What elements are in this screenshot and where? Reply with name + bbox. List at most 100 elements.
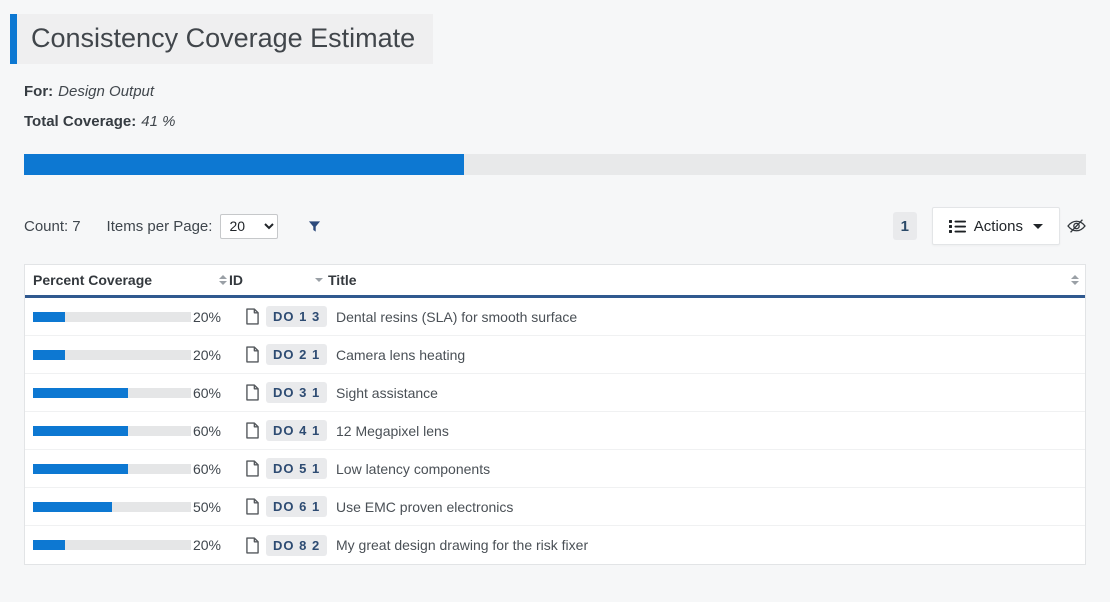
title-header-label: Title [328,272,357,288]
item-id-badge[interactable]: DO 3 1 [266,382,328,403]
table-row[interactable]: 50% DO 6 1 Use EMC proven electronics [25,488,1085,526]
document-icon [246,346,259,363]
table-row[interactable]: 20% DO 2 1 Camera lens heating [25,336,1085,374]
actions-button[interactable]: Actions [931,207,1060,245]
table-body: 20% DO 1 3 Dental resins (SLA) for smoot… [25,298,1085,564]
document-icon [246,308,259,325]
table-header-row: Percent Coverage ID Title [25,265,1085,298]
caret-down-icon [1033,223,1043,229]
id-cell: DO 4 1 [227,420,328,441]
column-header-id[interactable]: ID [227,272,323,288]
total-coverage-label: Total Coverage: [24,113,137,130]
item-title[interactable]: 12 Megapixel lens [336,422,449,439]
pagination-page-1-button[interactable]: 1 [892,212,917,240]
table-row[interactable]: 60% DO 4 1 12 Megapixel lens [25,412,1085,450]
count-group: Count: 7 [24,218,81,235]
item-id-badge[interactable]: DO 2 1 [266,344,328,365]
table-row[interactable]: 60% DO 3 1 Sight assistance [25,374,1085,412]
item-id-badge[interactable]: DO 6 1 [266,496,328,517]
column-header-title[interactable]: Title [323,272,1085,288]
table-row[interactable]: 20% DO 8 2 My great design drawing for t… [25,526,1085,564]
row-progress-fill [33,387,128,398]
toolbar: Count: 7 Items per Page: 20 1 [24,207,1086,245]
for-value: Design Output [58,83,155,100]
percent-coverage-cell: 60% [25,461,227,477]
item-id-badge[interactable]: DO 5 1 [266,458,328,479]
item-title[interactable]: Dental resins (SLA) for smooth surface [336,308,578,325]
column-header-percent-coverage[interactable]: Percent Coverage [25,272,227,288]
sort-icon-percent-coverage[interactable] [219,275,227,285]
row-percent-label: 20% [192,537,221,553]
filter-button[interactable] [308,220,321,233]
row-progressbar [33,501,191,512]
document-icon [246,422,259,439]
id-cell: DO 8 2 [227,534,328,556]
row-progress-fill [33,311,65,322]
row-progress-fill [33,501,112,512]
for-line: For: Design Output [24,83,1086,100]
total-coverage-progressbar [24,154,1086,175]
filter-icon [308,220,321,233]
row-progressbar [33,311,191,322]
table-row[interactable]: 20% DO 1 3 Dental resins (SLA) for smoot… [25,298,1085,336]
document-icon [246,460,259,477]
toolbar-right: 1 Actions [892,207,1086,245]
for-label: For: [24,83,54,100]
row-percent-label: 20% [192,308,221,325]
percent-coverage-cell: 20% [25,309,227,325]
total-coverage-progress-fill [24,154,464,175]
sort-icon-id[interactable] [315,278,323,282]
row-progress-fill [33,463,128,474]
item-title[interactable]: Camera lens heating [336,346,466,363]
eye-slash-icon [1067,218,1086,234]
item-title[interactable]: My great design drawing for the risk fix… [336,537,589,553]
row-percent-label: 60% [192,384,221,401]
row-percent-label: 50% [192,498,221,515]
items-per-page-select[interactable]: 20 [220,213,279,239]
title-accent-bar [10,14,17,64]
list-icon [948,219,966,234]
row-percent-label: 60% [192,422,221,439]
row-progressbar [33,540,191,550]
total-coverage-line: Total Coverage: 41 % [24,113,1086,130]
table-row[interactable]: 60% DO 5 1 Low latency components [25,450,1085,488]
document-icon [246,384,259,401]
percent-coverage-header-label: Percent Coverage [33,272,153,288]
item-id-badge[interactable]: DO 1 3 [266,306,328,327]
row-progress-fill [33,540,65,550]
percent-coverage-cell: 60% [25,423,227,439]
total-coverage-value: 41 % [141,113,176,130]
id-cell: DO 6 1 [227,496,328,517]
row-progressbar [33,463,191,474]
visibility-toggle-button[interactable] [1067,218,1086,234]
count-value: 7 [72,217,81,235]
count-label: Count: [24,217,69,235]
meta-section: For: Design Output Total Coverage: 41 % [24,83,1086,130]
percent-coverage-cell: 60% [25,385,227,401]
sort-icon-title[interactable] [1071,275,1079,285]
id-cell: DO 5 1 [227,458,328,479]
item-title[interactable]: Low latency components [336,460,491,477]
row-progressbar [33,387,191,398]
percent-coverage-cell: 20% [25,537,227,553]
item-title[interactable]: Sight assistance [336,384,438,401]
page-title-block: Consistency Coverage Estimate [10,14,1110,64]
percent-coverage-cell: 20% [25,347,227,363]
row-progress-fill [33,349,65,360]
id-cell: DO 3 1 [227,382,328,403]
percent-coverage-cell: 50% [25,499,227,515]
coverage-table: Percent Coverage ID Title 20% DO 1 3 [24,264,1086,565]
row-progressbar [33,425,191,436]
id-cell: DO 2 1 [227,344,328,365]
item-id-badge[interactable]: DO 8 2 [266,534,328,556]
document-icon [246,498,259,515]
page-title: Consistency Coverage Estimate [17,14,434,64]
row-percent-label: 60% [192,460,221,477]
row-percent-label: 20% [192,346,221,363]
id-cell: DO 1 3 [227,306,328,327]
item-id-badge[interactable]: DO 4 1 [266,420,328,441]
row-progress-fill [33,425,128,436]
id-header-label: ID [229,272,243,288]
item-title[interactable]: Use EMC proven electronics [336,498,514,515]
toolbar-left: Count: 7 Items per Page: 20 [24,213,321,239]
